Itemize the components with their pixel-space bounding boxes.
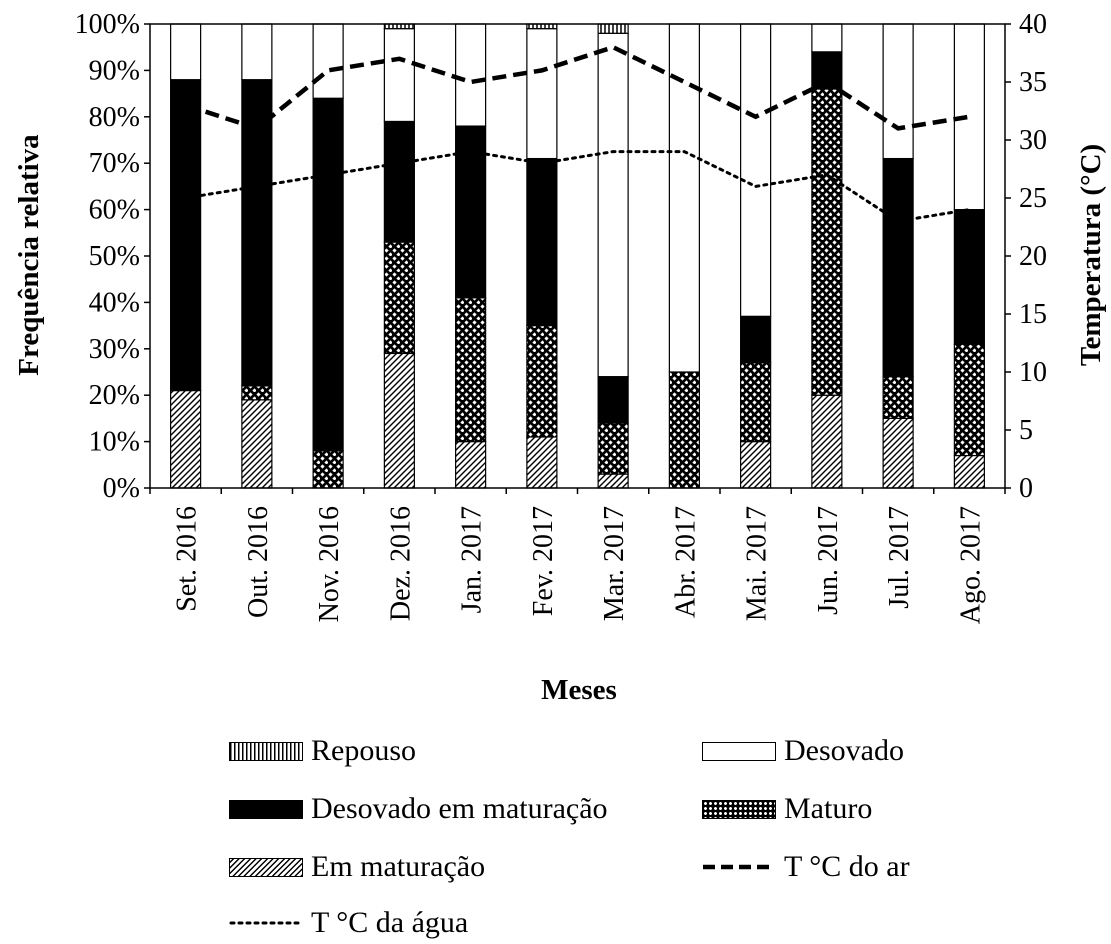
y2-tick-label: 30 (1019, 125, 1047, 156)
x-tick-label: Mar. 2017 (599, 506, 630, 621)
bar-segment-empty (455, 23, 487, 127)
bar-segment-empty (383, 28, 415, 123)
y2-axis-title: Temperatura (°C) (1075, 144, 1107, 366)
bar-segment-empty (170, 23, 202, 81)
y-tick-label: 0% (103, 473, 140, 504)
bar-segment-hatch (170, 389, 202, 489)
x-tick-label: Abr. 2017 (670, 506, 701, 618)
x-tick-label: Set. 2016 (172, 506, 203, 612)
bar-segment-checker (740, 362, 772, 443)
y2-tick-label: 40 (1019, 9, 1047, 40)
bar-segment-empty (241, 23, 273, 81)
bar-segment-checker (241, 385, 273, 401)
y-tick-label: 50% (89, 241, 140, 272)
line-t-agua (184, 150, 971, 223)
line-t-ar (184, 44, 970, 131)
bar-segment-checker (953, 343, 985, 457)
x-tick-label: Mai. 2017 (742, 506, 773, 621)
plot-frame (149, 23, 1006, 489)
bar-segment-hatch (383, 352, 415, 489)
y2-tick-label: 5 (1019, 415, 1033, 446)
y2-tick-label: 0 (1019, 473, 1033, 504)
bar-segment-solid (312, 97, 344, 452)
bar-segment-hatch (811, 394, 843, 489)
y-tick-label: 10% (89, 427, 140, 458)
bar-segment-checker (882, 376, 914, 420)
bar-segment-checker (811, 88, 843, 396)
y-axis-title: Frequência relativa (13, 134, 45, 376)
bar-segment-hatch (241, 399, 273, 489)
y-tick-label: 90% (89, 55, 140, 86)
bar-segment-empty (668, 23, 700, 373)
y-tick-label: 30% (89, 334, 140, 365)
bar-segment-empty (740, 23, 772, 317)
x-tick-label: Jul. 2017 (884, 506, 915, 609)
x-tick-label: Dez. 2016 (385, 506, 416, 621)
y-tick-label: 60% (89, 195, 140, 226)
y-tick-label: 70% (89, 148, 140, 179)
y-tick-label: 80% (89, 102, 140, 133)
bar-segment-vlines (597, 23, 629, 34)
bar-segment-hatch (526, 436, 558, 489)
y2-tick-label: 10 (1019, 357, 1047, 388)
bar-segment-empty (882, 23, 914, 160)
y2-tick-label: 15 (1019, 299, 1047, 330)
bar-segment-checker (455, 297, 487, 443)
bar-segment-hatch (882, 417, 914, 489)
x-tick-label: Fev. 2017 (528, 506, 559, 616)
x-tick-label: Out. 2016 (243, 506, 274, 618)
y2-tick-label: 25 (1019, 183, 1047, 214)
y2-tick-label: 20 (1019, 241, 1047, 272)
bar-segment-solid (953, 209, 985, 345)
y-tick-label: 40% (89, 287, 140, 318)
bar-segment-checker (668, 371, 700, 489)
bar-segment-empty (597, 32, 629, 378)
bar-segment-checker (312, 450, 344, 489)
bar-segment-hatch (455, 441, 487, 489)
y-tick-label: 20% (89, 380, 140, 411)
bar-segment-checker (597, 422, 629, 475)
bar-segment-empty (312, 23, 344, 99)
bar-segment-solid (597, 376, 629, 424)
bar-segment-solid (882, 157, 914, 378)
x-tick-label: Ago. 2017 (955, 506, 986, 624)
bar-segment-checker (383, 241, 415, 355)
bar-segment-solid (383, 120, 415, 243)
bar-segment-solid (740, 315, 772, 364)
bar-segment-hatch (740, 441, 772, 489)
bar-segment-empty (811, 23, 843, 53)
bar-segment-solid (170, 79, 202, 392)
bar-segment-checker (526, 325, 558, 438)
y2-tick-label: 35 (1019, 67, 1047, 98)
bar-segment-empty (526, 28, 558, 160)
y-tick-label: 100% (75, 9, 140, 40)
bar-segment-hatch (953, 454, 985, 489)
x-tick-label: Nov. 2016 (314, 506, 345, 622)
x-tick-label: Jan. 2017 (457, 506, 488, 613)
x-tick-label: Jun. 2017 (813, 506, 844, 615)
bar-segment-solid (526, 157, 558, 327)
x-axis-title: Meses (541, 674, 617, 706)
bar-segment-hatch (597, 473, 629, 489)
plot-area: 0% 10% 20% 30% 40% 50% 60% 70% 80% 90% 100% 0 5 10 15 2… (75, 9, 1047, 624)
